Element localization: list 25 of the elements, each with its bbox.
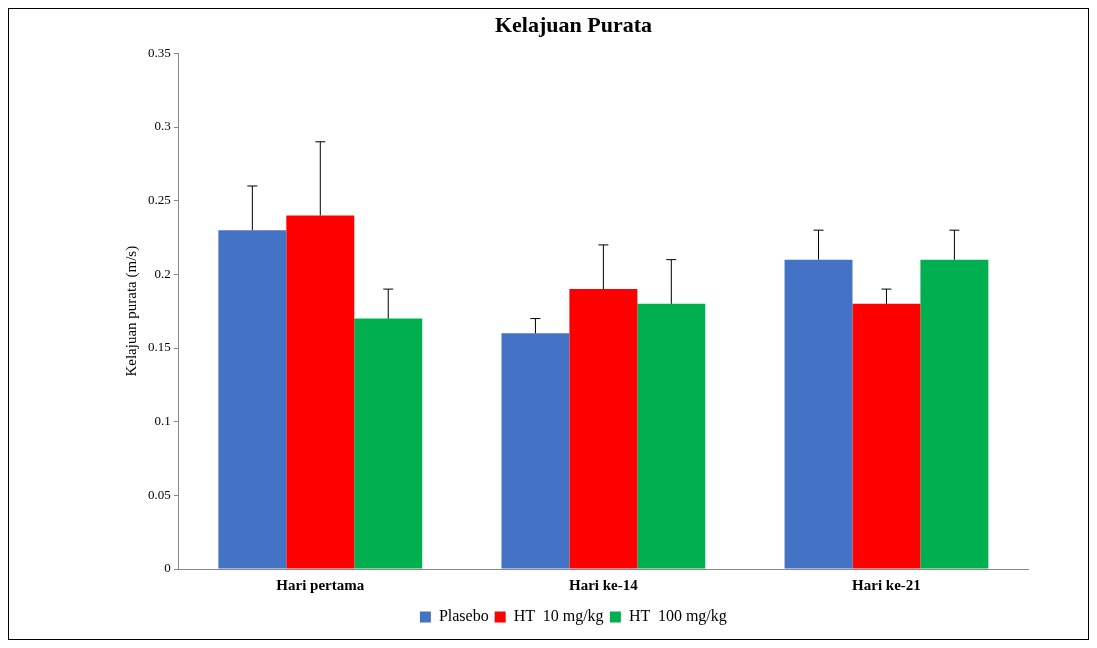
x-tick-label: Hari ke-14	[569, 576, 639, 593]
y-tick-label: 0.05	[148, 486, 171, 502]
legend-label: HT 100 mg/kg	[628, 607, 727, 626]
chart-title: Kelajuan Purata	[494, 11, 653, 37]
bar	[637, 303, 706, 569]
bar	[852, 303, 921, 569]
y-tick-label: 0.35	[148, 44, 171, 60]
y-tick-label: 0	[164, 560, 171, 576]
bar	[569, 289, 638, 569]
legend-label: HT 10 mg/kg	[513, 607, 604, 626]
bar	[920, 259, 989, 569]
bar	[354, 318, 423, 569]
y-tick-label: 0.2	[154, 265, 171, 281]
y-tick-label: 0.3	[154, 118, 171, 134]
bar	[286, 215, 355, 569]
y-axis-title: Kelajuan purata (m/s)	[122, 245, 140, 377]
y-tick-label: 0.25	[148, 192, 171, 208]
bar	[501, 333, 570, 569]
legend-label: Plasebo	[438, 607, 489, 625]
y-tick-label: 0.1	[154, 413, 171, 429]
bar	[218, 230, 287, 569]
y-tick-label: 0.15	[148, 339, 171, 355]
x-tick-label: Hari pertama	[276, 576, 365, 593]
x-tick-label: Hari ke-21	[852, 576, 921, 593]
bar	[784, 259, 853, 569]
